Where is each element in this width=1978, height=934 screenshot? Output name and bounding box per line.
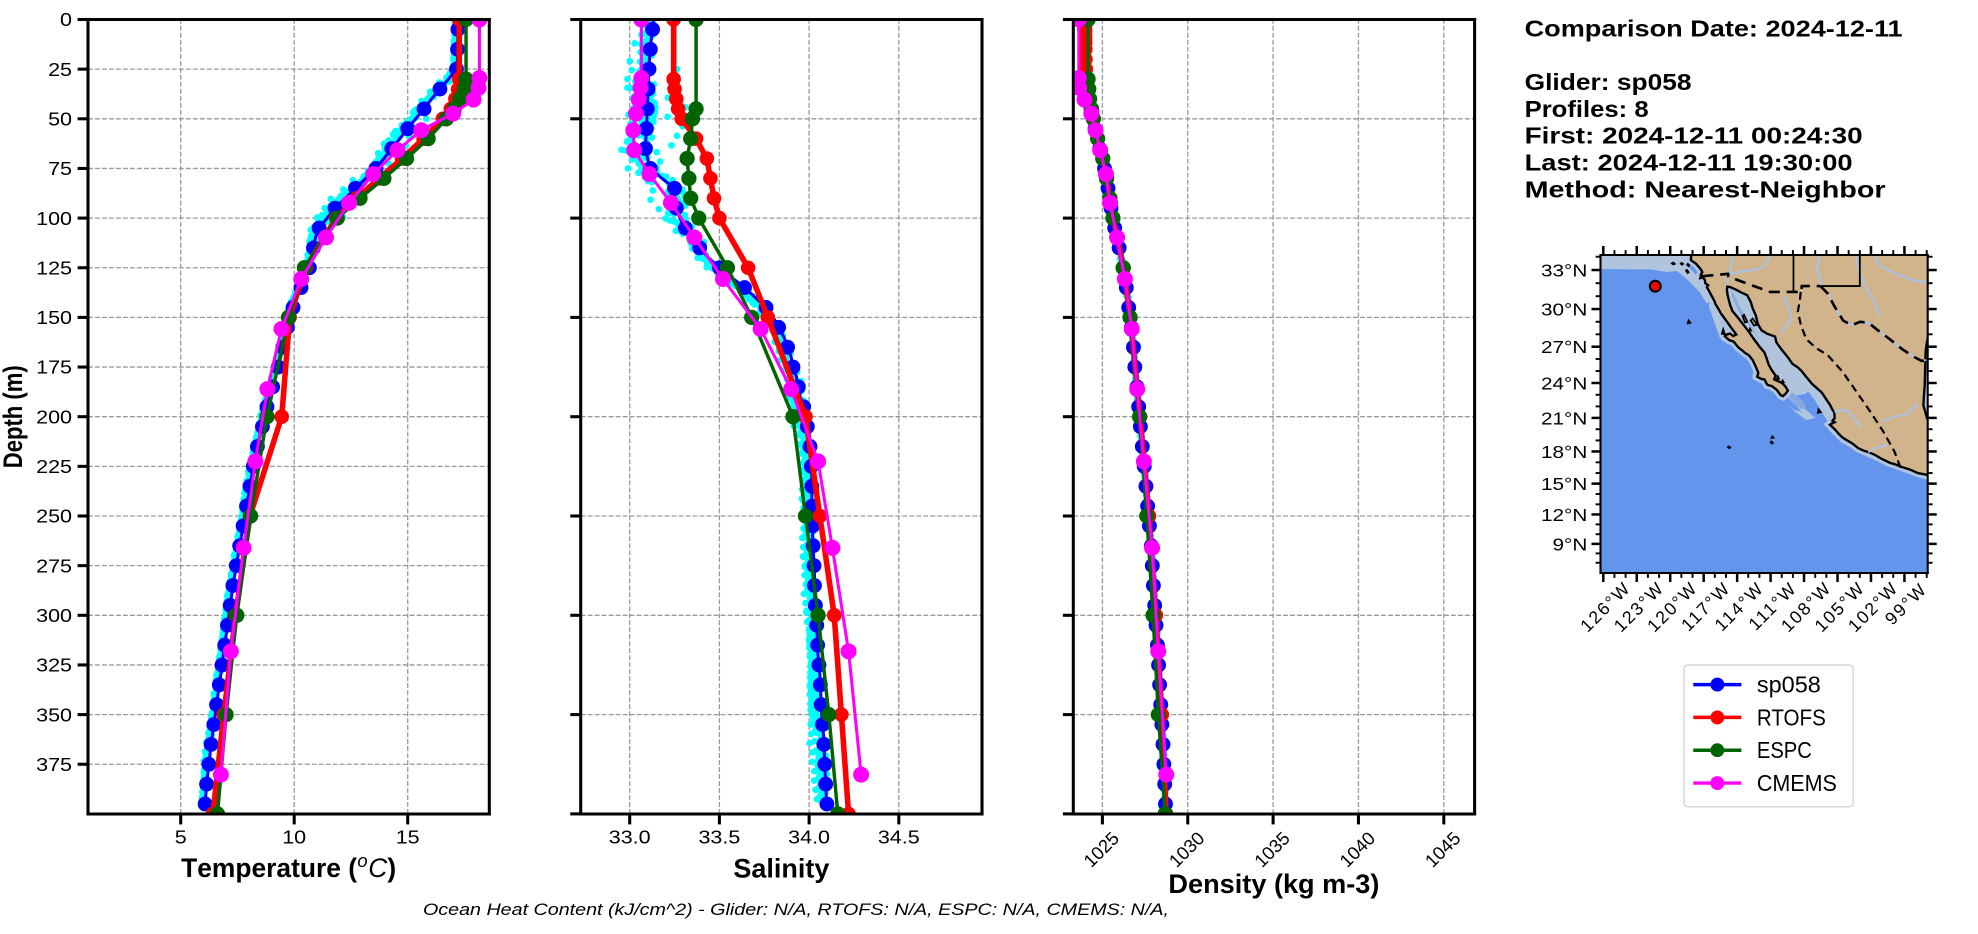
svg-text:12°N: 12°N	[1541, 505, 1587, 525]
svg-text:325: 325	[36, 655, 72, 676]
svg-text:21°N: 21°N	[1541, 408, 1587, 428]
svg-text:33.5: 33.5	[698, 826, 740, 847]
svg-text:Ocean Heat Content (kJ/cm^2) -: Ocean Heat Content (kJ/cm^2) - Glider: N…	[423, 901, 1169, 919]
svg-text:Glider: sp058: Glider: sp058	[1525, 69, 1692, 95]
svg-text:15°N: 15°N	[1541, 474, 1587, 494]
svg-text:CMEMS: CMEMS	[1757, 770, 1837, 796]
svg-text:50: 50	[48, 108, 72, 129]
svg-text:Profiles: 8: Profiles: 8	[1525, 96, 1649, 122]
svg-text:sp058: sp058	[1757, 672, 1821, 698]
svg-text:33.0: 33.0	[609, 826, 651, 847]
svg-text:33°N: 33°N	[1541, 260, 1587, 280]
svg-text:125: 125	[36, 257, 72, 278]
svg-text:T e m p: T e m p e r a t u r e ( ) o C	[181, 847, 402, 883]
svg-text:24°N: 24°N	[1541, 373, 1587, 393]
svg-text:Salinity: Salinity	[733, 853, 829, 883]
svg-text:Method: Nearest-Neighbor: Method: Nearest-Neighbor	[1525, 177, 1886, 203]
svg-text:10: 10	[282, 826, 306, 847]
svg-text:First: 2024-12-11 00:24:30: First: 2024-12-11 00:24:30	[1525, 123, 1863, 149]
svg-text:9°N: 9°N	[1553, 534, 1588, 554]
svg-text:0: 0	[60, 9, 72, 30]
svg-text:5: 5	[175, 826, 187, 847]
svg-text:Comparison Date: 2024-12-11: Comparison Date: 2024-12-11	[1525, 16, 1903, 42]
svg-text:175: 175	[36, 357, 72, 378]
svg-text:225: 225	[36, 456, 72, 477]
svg-text:30°N: 30°N	[1541, 300, 1587, 320]
svg-text:Depth (m): Depth (m)	[0, 365, 28, 468]
svg-text:200: 200	[36, 406, 72, 427]
svg-text:250: 250	[36, 506, 72, 527]
svg-text:15: 15	[396, 826, 420, 847]
svg-text:Density (kg m-3): Density (kg m-3)	[1168, 869, 1379, 899]
svg-text:150: 150	[36, 307, 72, 328]
svg-text:Last: 2024-12-11 19:30:00: Last: 2024-12-11 19:30:00	[1525, 150, 1853, 176]
svg-text:350: 350	[36, 704, 72, 725]
svg-text:75: 75	[48, 158, 72, 179]
svg-text:34.5: 34.5	[878, 826, 920, 847]
svg-text:375: 375	[36, 754, 72, 775]
svg-text:ESPC: ESPC	[1757, 737, 1812, 763]
svg-text:100: 100	[36, 208, 72, 229]
svg-text:34.0: 34.0	[788, 826, 830, 847]
svg-text:300: 300	[36, 605, 72, 626]
svg-text:25: 25	[48, 59, 72, 80]
svg-text:18°N: 18°N	[1541, 442, 1587, 462]
svg-text:RTOFS: RTOFS	[1757, 704, 1826, 730]
svg-text:27°N: 27°N	[1541, 337, 1587, 357]
svg-text:275: 275	[36, 555, 72, 576]
